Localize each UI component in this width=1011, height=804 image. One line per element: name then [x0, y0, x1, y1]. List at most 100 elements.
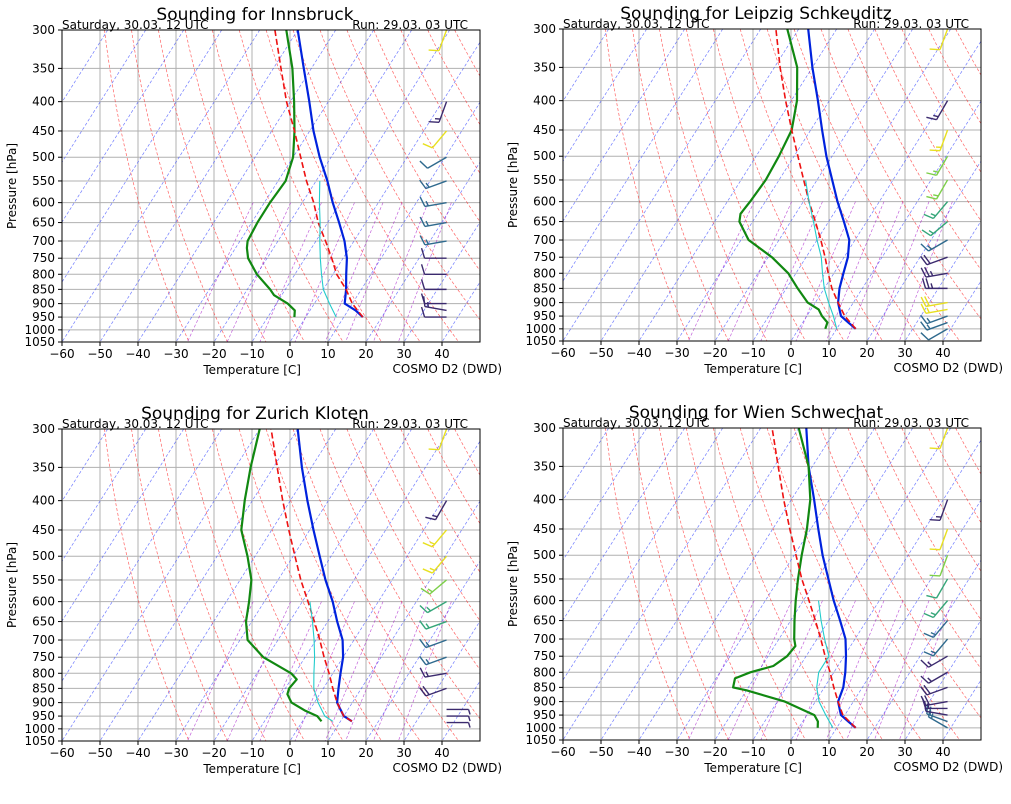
y-tick-label: 450: [32, 124, 55, 138]
valid-time-label: Saturday, 30.03. 12 UTC: [563, 416, 710, 430]
y-tick-label: 450: [533, 123, 556, 137]
y-tick-label: 1000: [24, 323, 55, 337]
y-tick-label: 650: [32, 615, 55, 629]
run-time-label: Run: 29.03. 03 UTC: [853, 416, 969, 430]
y-tick-label: 400: [32, 494, 55, 508]
x-tick-label: 40: [935, 745, 950, 759]
y-tick-label: 750: [32, 251, 55, 265]
y-tick-label: 850: [533, 281, 556, 295]
x-tick-label: 30: [396, 746, 411, 760]
y-tick-label: 950: [32, 709, 55, 723]
run-time-label: Run: 29.03. 03 UTC: [352, 18, 468, 32]
x-tick-label: −30: [664, 346, 689, 360]
valid-time-label: Saturday, 30.03. 12 UTC: [62, 18, 209, 32]
model-label: COSMO D2 (DWD): [393, 362, 502, 376]
y-tick-label: 650: [32, 216, 55, 230]
y-tick-label: 500: [32, 150, 55, 164]
x-tick-label: −50: [87, 347, 112, 361]
valid-time-label: Saturday, 30.03. 12 UTC: [62, 417, 209, 431]
y-tick-label: 800: [533, 665, 556, 679]
y-tick-label: 900: [533, 296, 556, 310]
y-tick-label: 650: [533, 215, 556, 229]
plot-area: [411, 29, 1011, 341]
y-tick-label: 1050: [525, 334, 556, 348]
y-tick-label: 1050: [24, 734, 55, 748]
x-tick-label: −10: [740, 745, 765, 759]
isotherm: [981, 29, 1011, 341]
x-tick-label: 20: [358, 347, 373, 361]
x-tick-label: −40: [626, 745, 651, 759]
y-tick-label: 400: [32, 95, 55, 109]
y-tick-label: 700: [533, 632, 556, 646]
y-tick-label: 850: [32, 282, 55, 296]
x-tick-label: −40: [626, 346, 651, 360]
x-tick-label: −20: [201, 746, 226, 760]
x-tick-label: −40: [125, 746, 150, 760]
x-tick-label: 10: [320, 347, 335, 361]
y-tick-label: 750: [533, 250, 556, 264]
x-tick-label: −50: [588, 346, 613, 360]
y-tick-label: 950: [533, 309, 556, 323]
y-tick-label: 300: [32, 23, 55, 37]
x-tick-label: −60: [49, 347, 74, 361]
y-tick-label: 350: [32, 61, 55, 75]
y-tick-label: 550: [32, 573, 55, 587]
dry-adiabat: [983, 29, 1011, 341]
x-tick-label: 30: [396, 347, 411, 361]
x-tick-label: 30: [897, 346, 912, 360]
plot-area: [411, 428, 1011, 740]
x-tick-label: −20: [702, 346, 727, 360]
y-tick-label: 950: [533, 708, 556, 722]
y-tick-label: 950: [32, 310, 55, 324]
y-tick-label: 450: [32, 523, 55, 537]
y-tick-label: 300: [533, 421, 556, 435]
y-tick-label: 900: [32, 297, 55, 311]
y-tick-label: 450: [533, 522, 556, 536]
x-tick-label: −50: [87, 746, 112, 760]
x-tick-label: 40: [434, 746, 449, 760]
y-tick-label: 750: [533, 649, 556, 663]
y-axis-label: Pressure [hPa]: [5, 542, 19, 628]
run-time-label: Run: 29.03. 03 UTC: [352, 417, 468, 431]
y-tick-label: 300: [533, 22, 556, 36]
x-tick-label: −50: [588, 745, 613, 759]
x-tick-label: 10: [320, 746, 335, 760]
x-axis-label: Temperature [C]: [202, 363, 301, 377]
x-tick-label: 0: [787, 745, 795, 759]
model-label: COSMO D2 (DWD): [393, 761, 502, 775]
x-tick-label: −20: [201, 347, 226, 361]
isotherm: [981, 428, 1011, 740]
y-tick-label: 700: [533, 233, 556, 247]
y-tick-label: 850: [32, 681, 55, 695]
y-tick-label: 500: [32, 549, 55, 563]
x-tick-label: −60: [49, 746, 74, 760]
y-tick-label: 500: [533, 149, 556, 163]
y-tick-label: 400: [533, 493, 556, 507]
model-label: COSMO D2 (DWD): [894, 760, 1003, 774]
y-tick-label: 800: [32, 666, 55, 680]
x-tick-label: 40: [935, 346, 950, 360]
x-tick-label: −30: [163, 746, 188, 760]
x-tick-label: 20: [859, 745, 874, 759]
x-axis-label: Temperature [C]: [703, 761, 802, 775]
x-axis-label: Temperature [C]: [703, 362, 802, 376]
x-tick-label: 20: [859, 346, 874, 360]
y-tick-label: 700: [32, 633, 55, 647]
y-tick-label: 1050: [525, 733, 556, 747]
y-tick-label: 900: [533, 695, 556, 709]
x-tick-label: −40: [125, 347, 150, 361]
x-tick-label: −60: [550, 745, 575, 759]
x-tick-label: 10: [821, 745, 836, 759]
x-tick-label: −30: [163, 347, 188, 361]
x-tick-label: −10: [239, 347, 264, 361]
dry-adiabat: [983, 428, 1011, 740]
y-tick-label: 1000: [525, 721, 556, 735]
y-axis-label: Pressure [hPa]: [506, 142, 520, 228]
y-tick-label: 350: [533, 459, 556, 473]
y-axis-label: Pressure [hPa]: [5, 143, 19, 229]
valid-time-label: Saturday, 30.03. 12 UTC: [563, 17, 710, 31]
x-tick-label: −60: [550, 346, 575, 360]
